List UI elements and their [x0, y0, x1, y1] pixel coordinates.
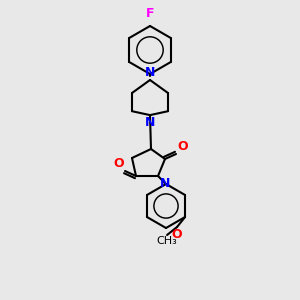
- Text: N: N: [145, 116, 155, 129]
- Text: CH₃: CH₃: [157, 236, 177, 246]
- Text: O: O: [177, 140, 188, 153]
- Text: N: N: [160, 177, 170, 190]
- Text: O: O: [113, 157, 124, 170]
- Text: N: N: [145, 66, 155, 79]
- Text: F: F: [146, 7, 154, 20]
- Text: O: O: [172, 228, 182, 241]
